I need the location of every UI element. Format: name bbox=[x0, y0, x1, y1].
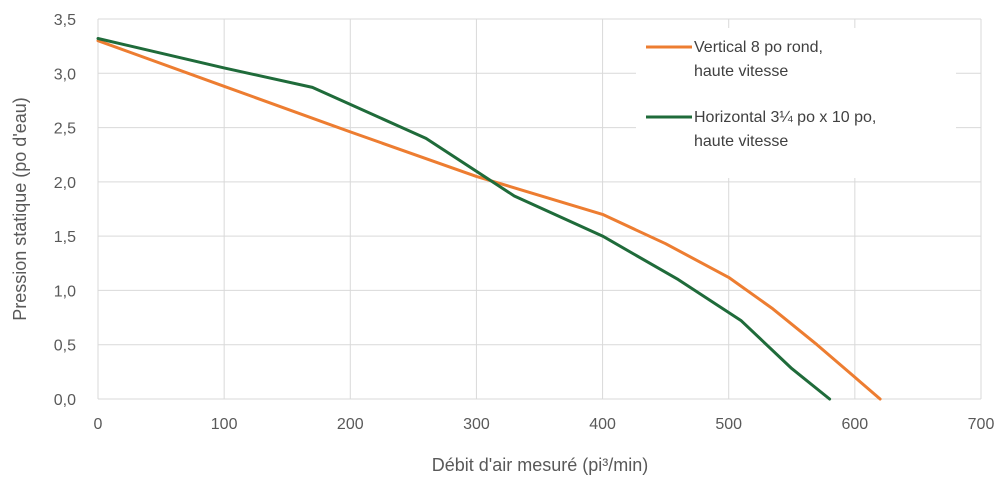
x-tick-labels: 0 100 200 300 400 500 600 700 bbox=[94, 416, 995, 433]
x-tick-label: 0 bbox=[94, 416, 103, 433]
legend-label: haute vitesse bbox=[694, 133, 788, 150]
y-tick-label: 2,5 bbox=[54, 121, 76, 138]
x-tick-label: 700 bbox=[968, 416, 995, 433]
y-tick-label: 2,0 bbox=[54, 175, 76, 192]
y-tick-label: 3,0 bbox=[54, 66, 76, 83]
y-tick-label: 3,5 bbox=[54, 12, 76, 29]
x-tick-label: 600 bbox=[842, 416, 869, 433]
legend-label: Vertical 8 po rond, bbox=[694, 39, 823, 56]
x-tick-label: 500 bbox=[715, 416, 742, 433]
y-axis-title: Pression statique (po d'eau) bbox=[10, 97, 30, 321]
y-tick-label: 0,5 bbox=[54, 338, 76, 355]
y-tick-labels: 0,0 0,5 1,0 1,5 2,0 2,5 3,0 3,5 bbox=[54, 12, 76, 409]
y-tick-label: 0,0 bbox=[54, 392, 76, 409]
legend-box bbox=[636, 28, 956, 178]
x-axis-title: Débit d'air mesuré (pi³/min) bbox=[432, 455, 649, 475]
legend-label: Horizontal 3¼ po x 10 po, bbox=[694, 109, 876, 126]
legend: Vertical 8 po rond, haute vitesse Horizont… bbox=[636, 28, 956, 178]
series-lines bbox=[96, 37, 882, 401]
x-tick-label: 200 bbox=[337, 416, 364, 433]
grid bbox=[97, 18, 982, 400]
x-tick-label: 300 bbox=[463, 416, 490, 433]
y-tick-label: 1,5 bbox=[54, 229, 76, 246]
series-line-1 bbox=[96, 39, 882, 401]
series-line-2 bbox=[96, 37, 832, 401]
y-tick-label: 1,0 bbox=[54, 283, 76, 300]
legend-label: haute vitesse bbox=[694, 63, 788, 80]
x-tick-label: 100 bbox=[211, 416, 238, 433]
x-tick-label: 400 bbox=[589, 416, 616, 433]
